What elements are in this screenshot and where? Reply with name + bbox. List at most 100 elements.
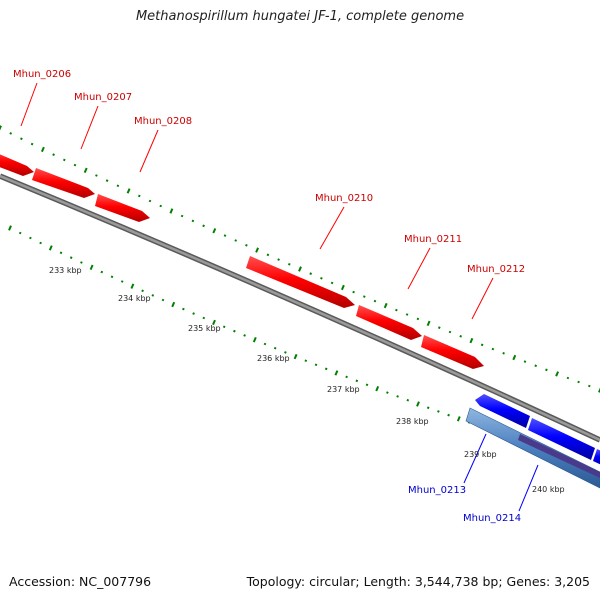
minor-tick [245,243,248,247]
minor-tick [416,317,420,321]
gene-arrow-mhun-0207[interactable] [32,168,95,198]
minor-tick [116,184,120,188]
minor-tick [406,398,410,402]
ruler-labels: 233 kbp 234 kbp 235 kbp 236 kbp 237 kbp 238 k… [49,266,565,494]
minor-tick [534,364,538,368]
minor-tick [202,316,206,320]
major-tick [375,386,380,392]
minor-tick [148,199,152,203]
major-tick [89,264,94,270]
genome-backbone [0,173,600,443]
gene-arrow-mhun-0213[interactable] [475,394,530,428]
gene-arrow-mhun-0212[interactable] [421,335,484,369]
minor-tick [459,334,463,338]
minor-tick [577,380,580,384]
minor-tick [202,224,205,228]
ruler-tick-marks [8,225,522,442]
ruler-label: 237 kbp [327,385,360,394]
gene-arrow-mhun-0210[interactable] [246,256,355,308]
minor-tick [137,194,141,198]
minor-tick [39,241,42,245]
major-tick [130,283,135,289]
minor-tick [502,351,505,355]
ruler-label: 239 kbp [464,450,497,459]
gene-label-mhun-0213[interactable]: Mhun_0213 [408,485,466,496]
gene-label-mhun-0211[interactable]: Mhun_0211 [404,234,462,245]
gene-label-mhun-0206[interactable]: Mhun_0206 [13,69,71,80]
minor-tick [105,179,109,182]
minor-tick [59,251,63,255]
callout-line [463,433,487,484]
minor-tick [18,231,22,235]
gene-arrow-mhun-0208[interactable] [95,194,150,222]
gene-labels: Mhun_0206 Mhun_0207 Mhun_0208 Mhun_0210 Mhun… [13,69,525,524]
major-tick [255,247,260,253]
callout-line [139,129,159,173]
major-tick [252,337,257,343]
minor-tick [161,298,165,302]
forward-genes [0,150,484,369]
gene-label-mhun-0212[interactable]: Mhun_0212 [467,264,525,275]
major-tick [171,301,176,308]
gene-arrow-mhun-0206[interactable] [0,150,34,176]
gene-label-mhun-0208[interactable]: Mhun_0208 [134,116,192,127]
major-tick [126,188,131,194]
ruler-label: 235 kbp [188,324,221,333]
minor-tick [120,280,124,283]
gene-label-mhun-0214[interactable]: Mhun_0214 [463,513,521,524]
callout-line [471,277,494,320]
map-title: Methanospirillum hungatei JF-1, complete… [135,9,465,24]
minor-tick [52,153,55,156]
minor-tick [80,261,83,264]
minor-tick [141,289,144,293]
major-tick [456,416,461,422]
minor-tick [277,258,280,261]
outer-tick-marks [0,125,600,393]
accession-text: Accession: NC_007796 [9,574,152,589]
minor-tick [192,312,195,315]
major-tick [48,245,53,251]
major-tick [555,371,560,377]
minor-tick [396,395,399,398]
minor-tick [355,379,359,383]
minor-tick [373,299,377,303]
minor-tick [284,351,287,354]
minor-tick [20,137,23,141]
major-tick [169,208,174,214]
gene-arrow-mhun-0214[interactable] [528,418,595,460]
callout-line [20,82,38,127]
minor-tick [182,307,185,311]
major-tick [293,353,298,360]
major-tick [0,125,2,131]
reverse-genes [475,394,600,467]
minor-tick [234,239,238,242]
minor-tick [266,253,270,257]
gene-arrow-mhun-0211[interactable] [356,305,422,340]
minor-tick [287,262,291,266]
minor-tick [29,236,32,240]
minor-tick [309,272,313,275]
gene-label-mhun-0210[interactable]: Mhun_0210 [315,193,373,204]
major-tick [416,401,420,407]
major-tick [8,225,12,231]
minor-tick [587,384,591,388]
gene-arrow-next[interactable] [593,449,600,467]
minor-tick [304,359,308,363]
minor-tick [320,276,323,280]
ruler-label: 234 kbp [118,294,151,303]
minor-tick [480,343,484,347]
minor-tick [395,308,398,312]
major-tick [340,284,345,291]
callout-line [407,247,431,290]
minor-tick [110,275,114,279]
minor-tick [365,383,369,387]
major-tick [212,319,216,326]
minor-tick [523,360,527,363]
minor-tick [233,329,236,333]
minor-tick [30,142,34,146]
gene-label-mhun-0207[interactable]: Mhun_0207 [74,92,132,103]
minor-tick [437,326,441,329]
minor-tick [273,346,277,350]
feature-band [465,407,600,489]
